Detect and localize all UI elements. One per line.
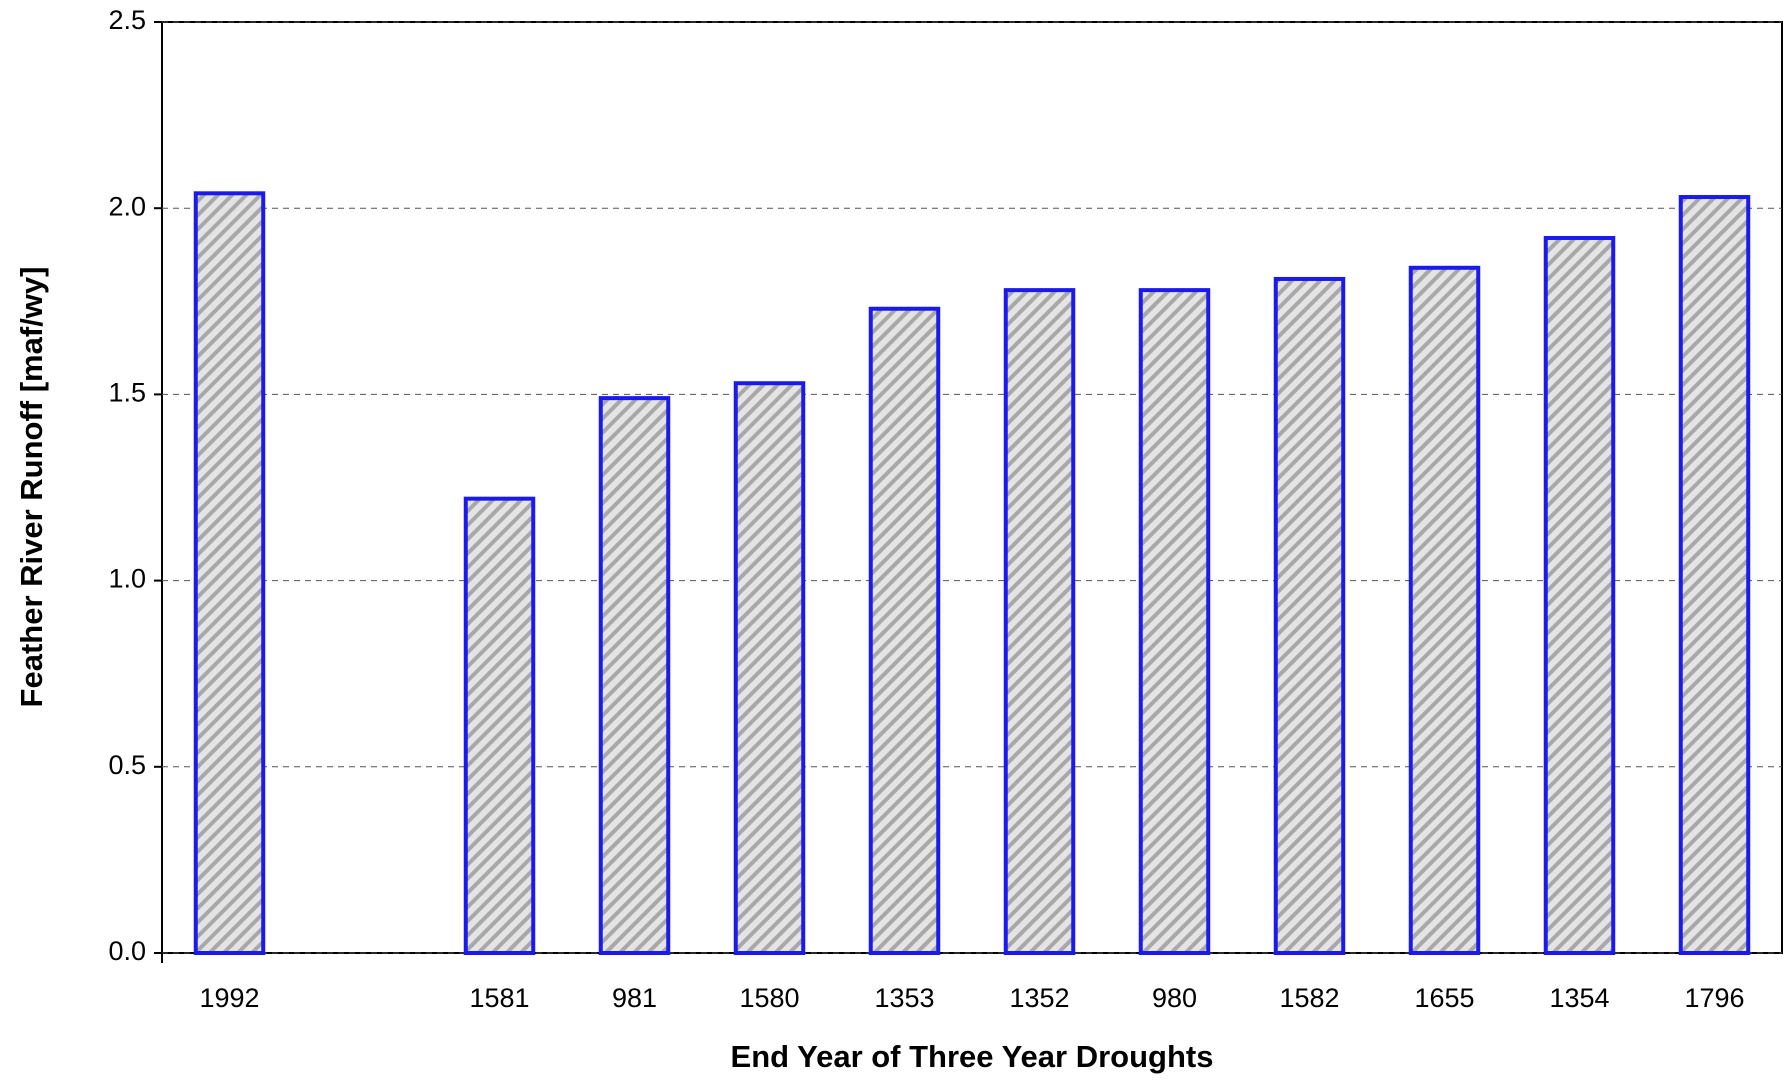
y-tick-label: 1.0 [108, 564, 146, 594]
x-tick-label: 1353 [874, 983, 934, 1013]
x-tick-label: 1581 [469, 983, 529, 1013]
x-tick-label: 981 [612, 983, 657, 1013]
x-tick-label: 1580 [739, 983, 799, 1013]
y-axis-title: Feather River Runoff [maf/wy] [14, 267, 49, 708]
x-tick-label: 980 [1152, 983, 1197, 1013]
x-tick-label: 1582 [1279, 983, 1339, 1013]
bar [868, 306, 941, 955]
bar [1408, 265, 1481, 955]
y-tick-label: 1.5 [108, 378, 146, 408]
y-tick-label: 2.0 [108, 191, 146, 221]
bar [1138, 288, 1211, 955]
x-tick-label: 1655 [1414, 983, 1474, 1013]
bar [463, 496, 536, 955]
bar [598, 396, 671, 955]
x-tick-label: 1352 [1009, 983, 1069, 1013]
bar [733, 381, 806, 955]
x-tick-label: 1796 [1684, 983, 1744, 1013]
bar [193, 191, 266, 955]
y-tick-label: 2.5 [108, 5, 146, 35]
y-tick-label: 0.5 [108, 750, 146, 780]
x-tick-label: 1354 [1549, 983, 1609, 1013]
x-tick-label: 1992 [199, 983, 259, 1013]
plot-frame [161, 21, 1783, 954]
y-tick-label: 0.0 [108, 936, 146, 966]
x-axis-title: End Year of Three Year Droughts [731, 1039, 1214, 1074]
bar [1003, 288, 1076, 955]
bar [1678, 195, 1751, 955]
bar [1273, 276, 1346, 955]
bar [1543, 235, 1616, 955]
